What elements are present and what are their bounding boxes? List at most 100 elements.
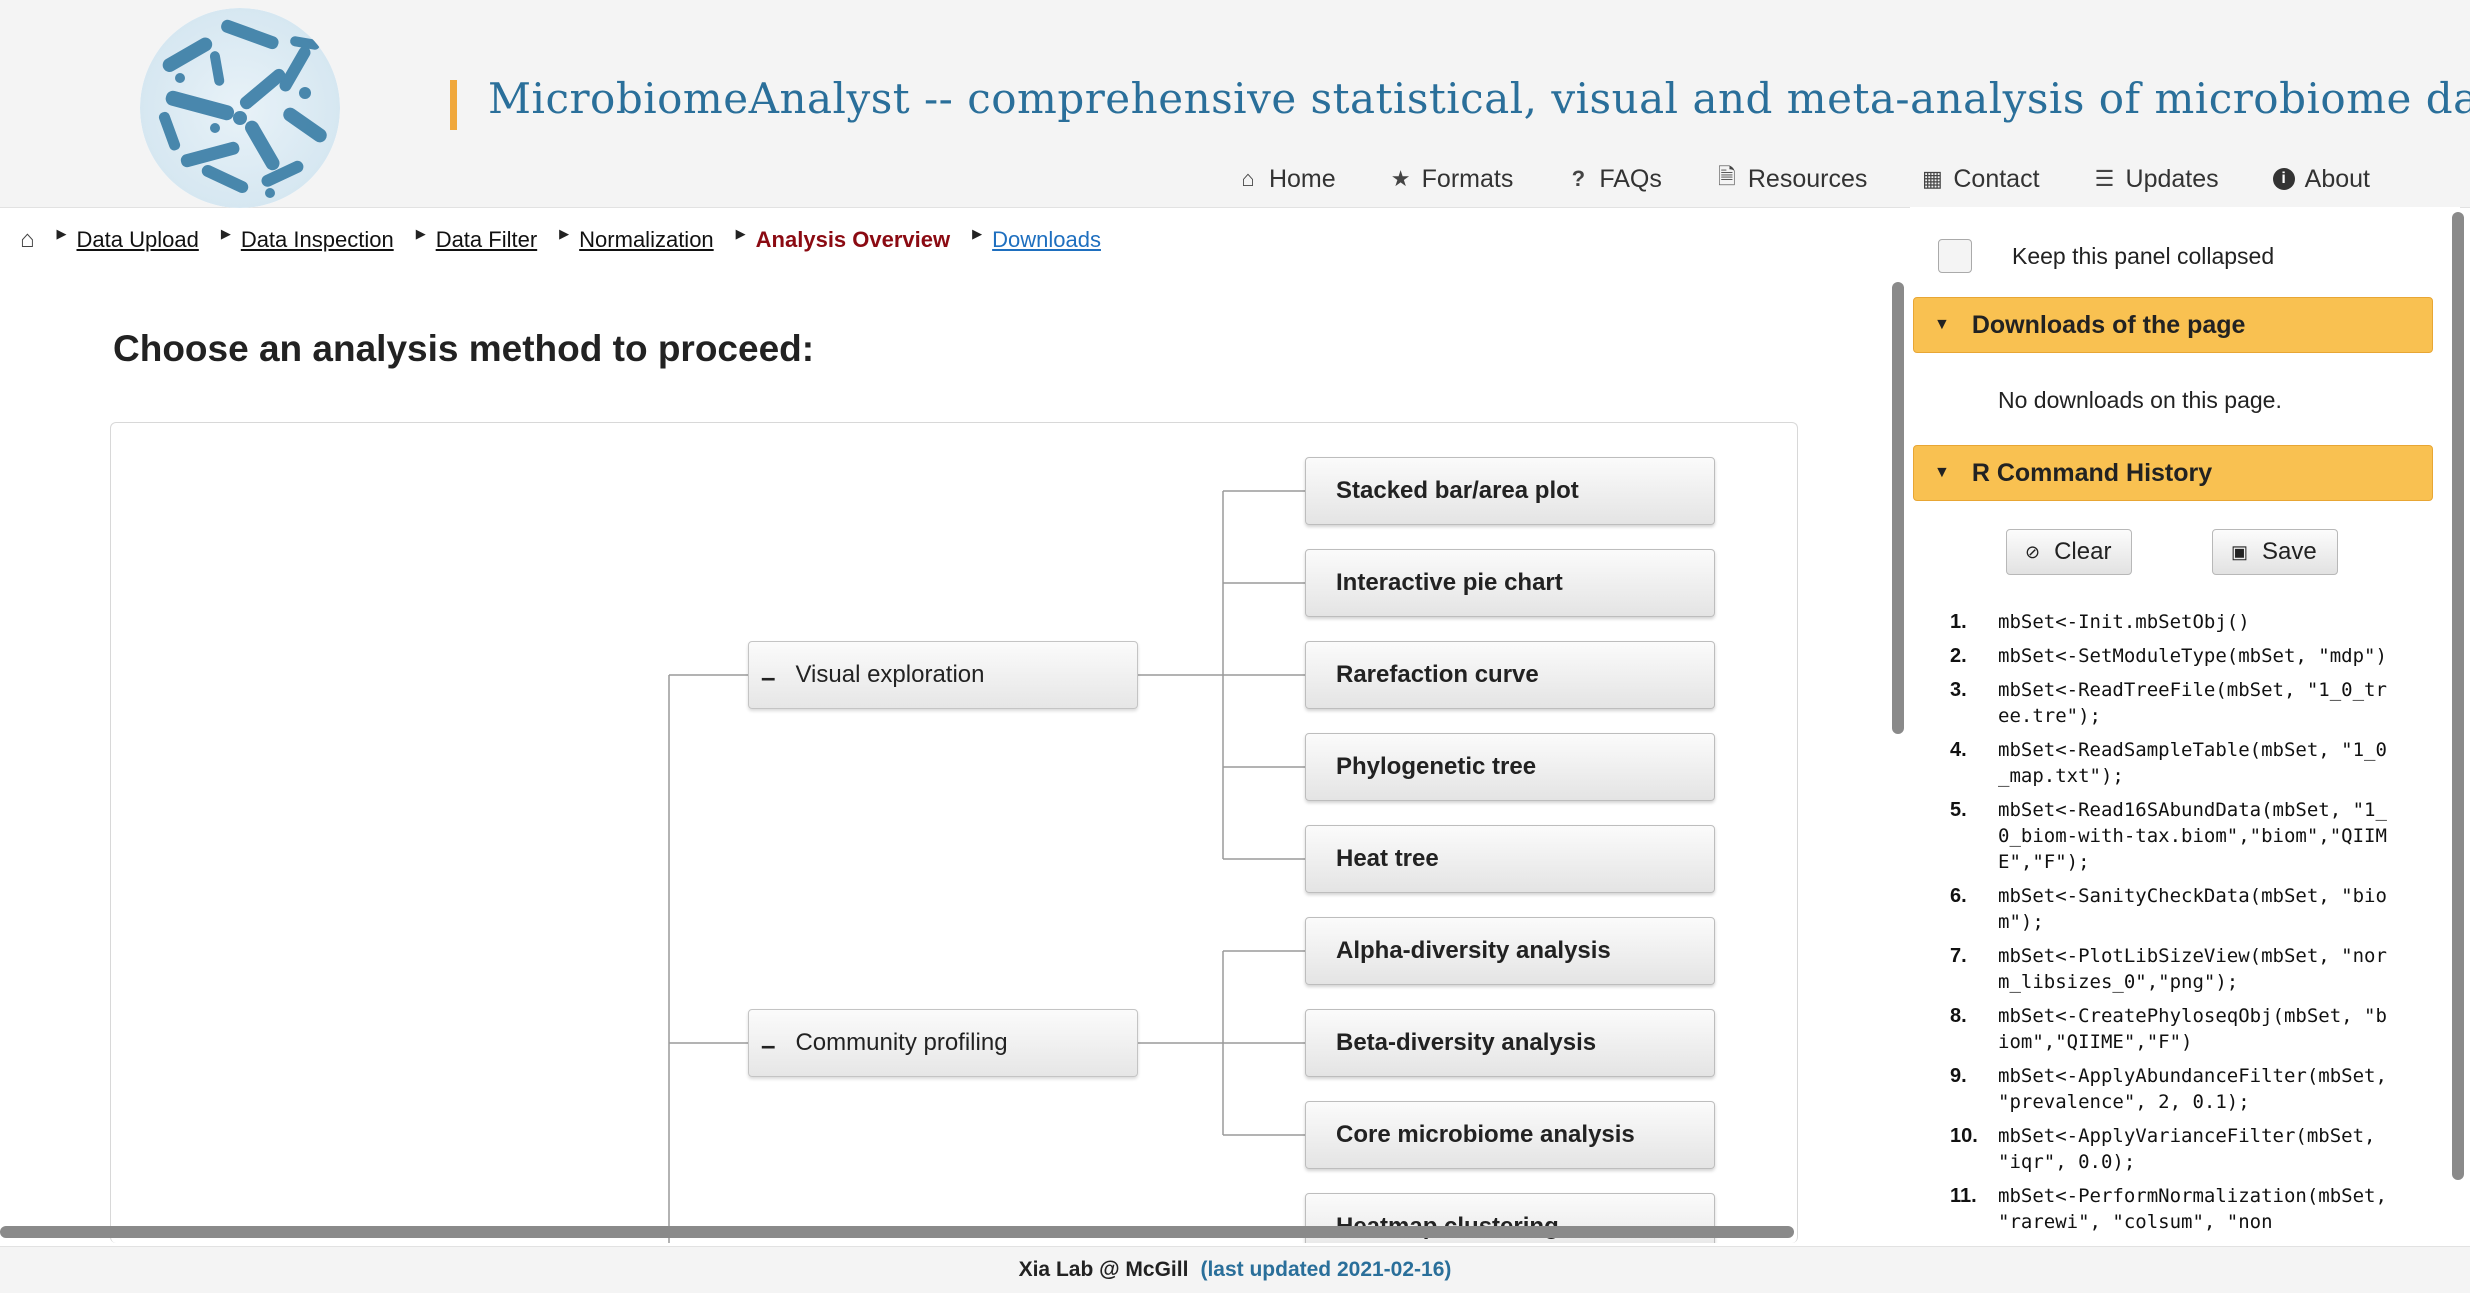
r-command-history-list: 1. mbSet<-Init.mbSetObj() 2. mbSet<-SetMod… — [1950, 609, 2420, 1249]
history-item: 9. mbSet<-ApplyAbundanceFilter(mbSet, "pr… — [1950, 1063, 2420, 1115]
site-tagline: -- comprehensive statistical, visual and… — [910, 74, 2470, 123]
group-label: Visual exploration — [795, 661, 985, 688]
stacked-bar-button[interactable]: Stacked bar/area plot — [1305, 457, 1715, 525]
nav-label: Formats — [1421, 164, 1514, 193]
star-icon: ★ — [1390, 166, 1411, 191]
history-header-label: R Command History — [1971, 458, 2213, 487]
history-code: mbSet<-PlotLibSizeView(mbSet, "norm_libs… — [1998, 945, 2387, 993]
history-num: 6. — [1950, 885, 1967, 907]
downloads-panel-header[interactable]: ▼ Downloads of the page — [1913, 297, 2433, 353]
question-icon: ? — [1571, 166, 1586, 191]
ban-icon: ⊘ — [2025, 541, 2041, 562]
group-label: Community profiling — [795, 1029, 1008, 1056]
page-title: Choose an analysis method to proceed: — [113, 328, 815, 369]
history-code: mbSet<-PerformNormalization(mbSet, "rare… — [1998, 1185, 2399, 1233]
heat-tree-button[interactable]: Heat tree — [1305, 825, 1715, 893]
sidebar-scrollbar[interactable] — [2452, 212, 2464, 1180]
footer-updated: (last updated 2021-02-16) — [1200, 1258, 1452, 1281]
list-icon: ☰ — [2094, 166, 2115, 191]
collapse-icon: – — [761, 1029, 776, 1060]
group-community-profiling[interactable]: – Community profiling — [748, 1009, 1138, 1077]
clear-label: Clear — [2054, 538, 2112, 565]
history-code: mbSet<-ReadSampleTable(mbSet, "1_0_map.t… — [1998, 739, 2387, 787]
keep-collapsed-checkbox[interactable] — [1938, 239, 1972, 273]
beta-diversity-button[interactable]: Beta-diversity analysis — [1305, 1009, 1715, 1077]
keep-collapsed-row[interactable]: Keep this panel collapsed — [1938, 239, 2274, 273]
nav-updates[interactable]: ☰ Updates — [2094, 160, 2219, 198]
nav-label: FAQs — [1599, 164, 1662, 193]
save-history-button[interactable]: ▣ Save — [2212, 529, 2338, 575]
title-accent-bar — [450, 80, 457, 130]
rarefaction-button[interactable]: Rarefaction curve — [1305, 641, 1715, 709]
site-title: MicrobiomeAnalyst -- comprehensive stati… — [488, 74, 2470, 123]
core-microbiome-button[interactable]: Core microbiome analysis — [1305, 1101, 1715, 1169]
info-icon: i — [2272, 168, 2295, 190]
history-num: 3. — [1950, 679, 1967, 701]
clear-history-button[interactable]: ⊘ Clear — [2006, 529, 2133, 575]
nav-contact[interactable]: ▦ Contact — [1921, 160, 2040, 198]
nav-faqs[interactable]: ? FAQs — [1567, 160, 1662, 198]
history-code: mbSet<-ReadTreeFile(mbSet, "1_0_tree.tre… — [1998, 679, 2387, 727]
history-item: 3. mbSet<-ReadTreeFile(mbSet, "1_0_tree.t… — [1950, 677, 2420, 729]
collapse-icon: – — [761, 661, 776, 692]
main-nav: ⌂ Home ★ Formats ? FAQs 🗎 Resources ▦ Contact… — [1183, 160, 2370, 198]
nav-home[interactable]: ⌂ Home — [1237, 160, 1336, 198]
no-downloads-text: No downloads on this page. — [1998, 387, 2282, 413]
nav-label: Home — [1268, 164, 1336, 193]
history-num: 11. — [1950, 1185, 1977, 1207]
history-num: 9. — [1950, 1065, 1967, 1087]
history-num: 1. — [1950, 611, 1967, 633]
sidebar-splitter-scrollbar[interactable] — [1892, 282, 1904, 734]
horizontal-scrollbar[interactable] — [0, 1226, 1794, 1238]
history-num: 5. — [1950, 799, 1967, 821]
history-item: 10. mbSet<-ApplyVarianceFilter(mbSet, "iq… — [1950, 1123, 2420, 1175]
history-code: mbSet<-ApplyAbundanceFilter(mbSet, "prev… — [1998, 1065, 2399, 1113]
nav-formats[interactable]: ★ Formats — [1390, 160, 1514, 198]
analysis-tree-panel: – Visual exploration – Community profili… — [110, 422, 1798, 1243]
nav-about[interactable]: i About — [2272, 160, 2370, 198]
history-item: 4. mbSet<-ReadSampleTable(mbSet, "1_0_map… — [1950, 737, 2420, 789]
history-item: 11. mbSet<-PerformNormalization(mbSet, "r… — [1950, 1183, 2420, 1235]
breadcrumb-data-inspection[interactable]: Data Inspection — [240, 227, 394, 252]
history-num: 7. — [1950, 945, 1967, 967]
history-num: 10. — [1950, 1125, 1978, 1147]
r-history-panel-header[interactable]: ▼ R Command History — [1913, 445, 2433, 501]
history-item: 7. mbSet<-PlotLibSizeView(mbSet, "norm_li… — [1950, 943, 2420, 995]
caret-right-icon: ▶ — [56, 226, 67, 241]
nav-label: Updates — [2125, 164, 2219, 193]
caret-right-icon: ▶ — [415, 226, 426, 241]
nav-label: About — [2304, 164, 2370, 193]
history-num: 4. — [1950, 739, 1967, 761]
history-code: mbSet<-ApplyVarianceFilter(mbSet, "iqr",… — [1998, 1125, 2387, 1173]
history-item: 6. mbSet<-SanityCheckData(mbSet, "biom"); — [1950, 883, 2420, 935]
nav-label: Contact — [1953, 164, 2040, 193]
home-icon[interactable]: ⌂ — [20, 226, 35, 253]
alpha-diversity-button[interactable]: Alpha-diversity analysis — [1305, 917, 1715, 985]
history-code: mbSet<-Read16SAbundData(mbSet, "1_0_biom… — [1998, 799, 2387, 873]
triangle-down-icon: ▼ — [1934, 316, 1950, 333]
breadcrumb-normalization[interactable]: Normalization — [579, 227, 714, 252]
group-visual-exploration[interactable]: – Visual exploration — [748, 641, 1138, 709]
breadcrumb: ⌂ ▶ Data Upload ▶ Data Inspection ▶ Data… — [20, 226, 1101, 254]
breadcrumb-downloads[interactable]: Downloads — [992, 227, 1101, 252]
logo[interactable] — [140, 8, 340, 208]
keep-collapsed-label: Keep this panel collapsed — [2012, 242, 2275, 269]
save-label: Save — [2262, 538, 2317, 565]
history-num: 2. — [1950, 645, 1967, 667]
floppy-disk-icon: ▣ — [2231, 541, 2249, 562]
caret-right-icon: ▶ — [220, 226, 231, 241]
nav-resources[interactable]: 🗎 Resources — [1716, 160, 1867, 198]
phylogenetic-tree-button[interactable]: Phylogenetic tree — [1305, 733, 1715, 801]
caret-right-icon: ▶ — [559, 226, 570, 241]
history-code: mbSet<-SanityCheckData(mbSet, "biom"); — [1998, 885, 2387, 933]
breadcrumb-data-upload[interactable]: Data Upload — [76, 227, 199, 252]
contact-card-icon: ▦ — [1921, 166, 1943, 191]
downloads-header-label: Downloads of the page — [1971, 310, 2246, 339]
history-item: 8. mbSet<-CreatePhyloseqObj(mbSet, "biom"… — [1950, 1003, 2420, 1055]
history-num: 8. — [1950, 1005, 1967, 1027]
caret-right-icon: ▶ — [735, 226, 746, 241]
history-code: mbSet<-CreatePhyloseqObj(mbSet, "biom","… — [1998, 1005, 2387, 1053]
document-icon: 🗎 — [1718, 164, 1736, 189]
breadcrumb-data-filter[interactable]: Data Filter — [435, 227, 538, 252]
pie-chart-button[interactable]: Interactive pie chart — [1305, 549, 1715, 617]
